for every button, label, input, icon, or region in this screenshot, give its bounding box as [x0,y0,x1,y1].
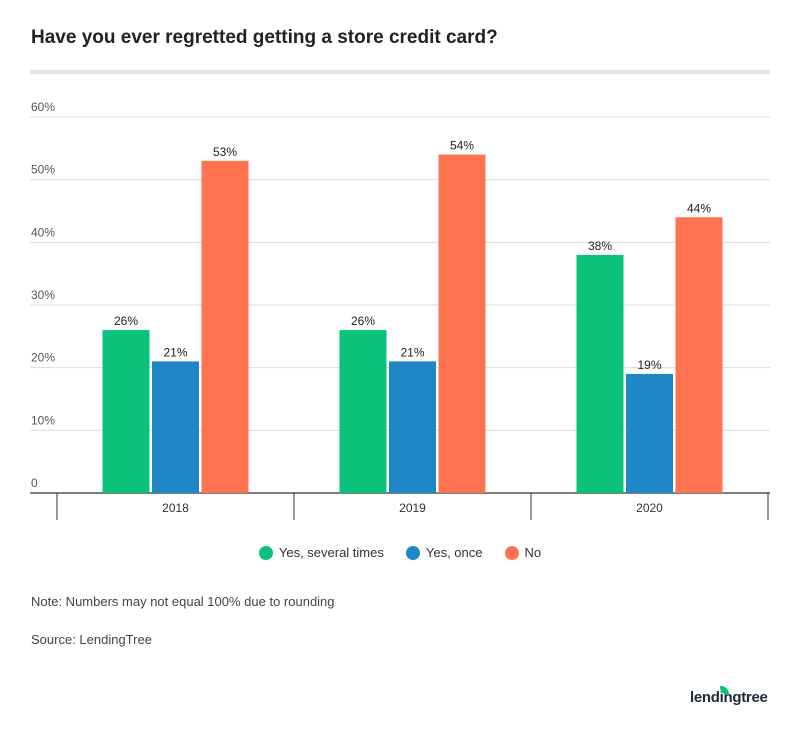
data-label: 26% [351,314,375,328]
bar [152,361,199,493]
legend-swatch [504,545,519,560]
legend-item: No [504,545,542,560]
legend-swatch [258,545,273,560]
title-divider [30,70,770,74]
y-tick-label: 0 [31,476,38,490]
data-label: 21% [400,345,424,359]
y-tick-label: 60% [31,100,55,114]
bar [626,373,673,493]
y-tick-label: 40% [31,225,55,239]
chart-title: Have you ever regretted getting a store … [31,27,498,48]
note: Note: Numbers may not equal 100% due to … [31,594,335,609]
y-tick-label: 10% [31,413,55,427]
data-label: 21% [163,345,187,359]
bar [675,217,723,493]
leaf-icon [720,686,729,695]
legend: Yes, several times Yes, once No [0,545,800,560]
x-tick-label: 2020 [636,501,663,515]
data-label: 44% [687,201,711,215]
source: Source: LendingTree [31,632,152,647]
bar [438,154,486,493]
bar [201,160,249,493]
data-label: 38% [588,239,612,253]
data-label: 19% [637,358,661,372]
lendingtree-logo: lendingtree [690,689,768,706]
legend-item: Yes, once [405,545,483,560]
y-tick-label: 30% [31,288,55,302]
legend-swatch [405,545,420,560]
bar [102,330,150,493]
bar [576,254,624,493]
y-tick-label: 20% [31,351,55,365]
bar [339,330,387,493]
data-label: 54% [450,139,474,153]
legend-label: Yes, once [425,545,483,560]
bar [389,361,436,493]
x-tick-label: 2019 [399,501,426,515]
bar-chart: 0 10% 20% 30% 40% 50% 60% 2018 26% 21% 53% 2019 26% 2… [30,100,770,520]
legend-label: No [524,545,542,560]
data-label: 53% [213,145,237,159]
data-label: 26% [114,314,138,328]
x-tick-label: 2018 [162,501,189,515]
y-tick-label: 50% [31,163,55,177]
legend-item: Yes, several times [258,545,384,560]
legend-label: Yes, several times [278,545,384,560]
